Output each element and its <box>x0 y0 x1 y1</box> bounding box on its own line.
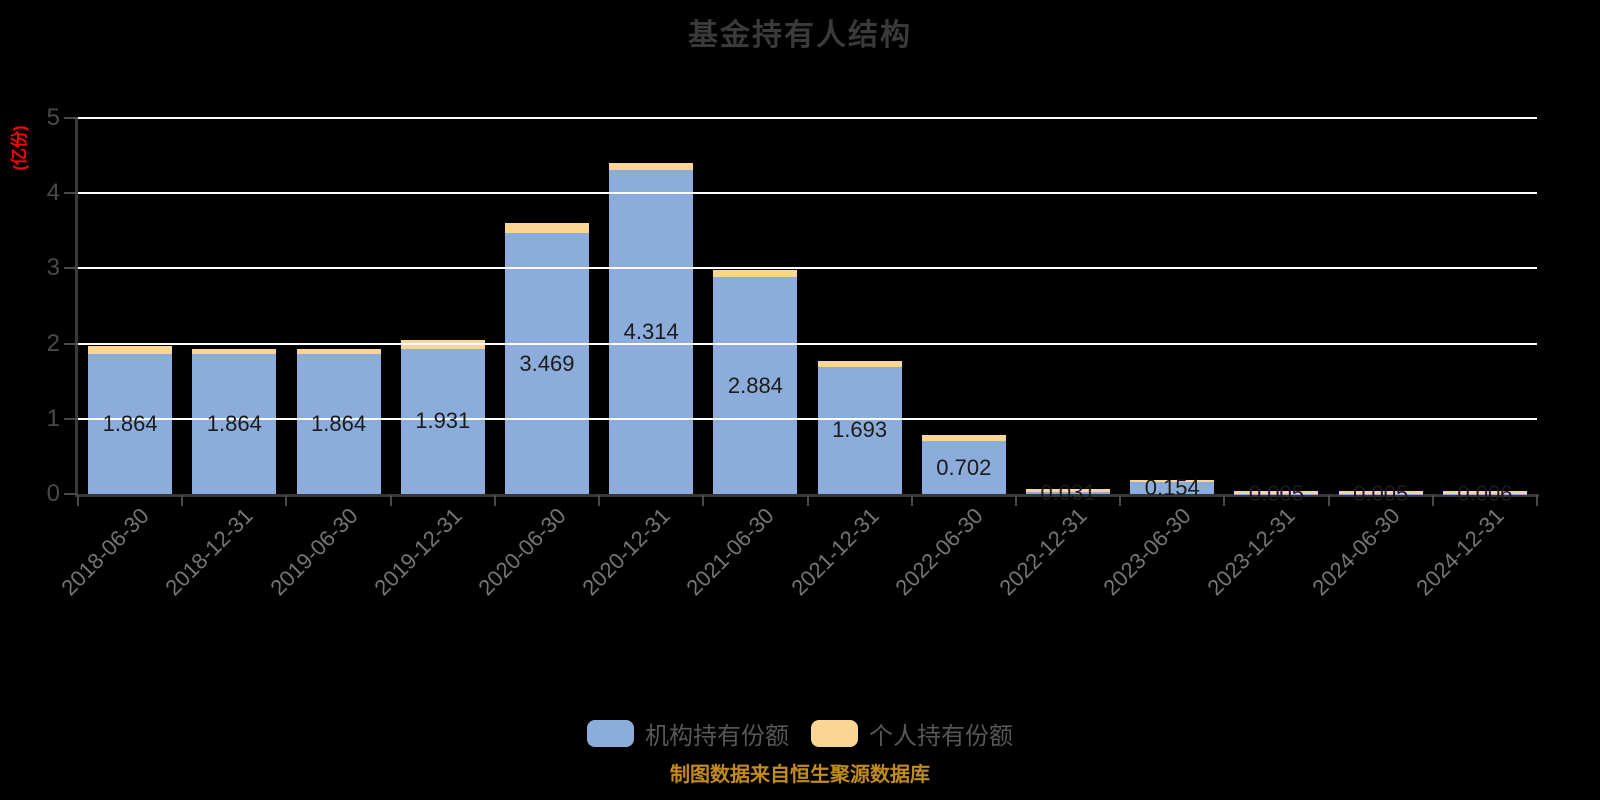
bar-value-label: 1.864 <box>102 410 158 436</box>
y-tick-label: 0 <box>46 480 60 507</box>
x-tick-mark <box>910 495 913 506</box>
bar-value-label: 0.005 <box>1353 480 1409 506</box>
bar-value-label: 0.031 <box>1040 479 1096 505</box>
bar-individual-segment <box>296 349 381 354</box>
x-tick-mark <box>598 495 601 506</box>
bar-value-label: 1.864 <box>311 410 367 436</box>
plot-area: 1.864 1.864 1.864 1.931 3.469 4.314 2.884 1.693… <box>78 117 1537 506</box>
bar-institutional-segment <box>713 277 798 494</box>
legend-swatch-institutional-icon <box>587 720 634 747</box>
legend-item-individual: 个人持有份额 <box>811 716 1013 751</box>
gridline <box>78 342 1537 345</box>
bar-individual-segment <box>1130 480 1215 483</box>
bar-individual-segment <box>504 223 589 234</box>
x-tick-mark <box>493 495 496 506</box>
x-tick-mark <box>1431 495 1434 506</box>
bar-value-label: 0.702 <box>936 454 992 480</box>
x-tick-mark <box>1223 495 1226 506</box>
bar-institutional-segment <box>1026 491 1111 494</box>
bar-institutional-segment <box>504 233 589 494</box>
x-tick-mark <box>77 495 79 506</box>
y-tick-mark <box>64 117 78 119</box>
y-tick-label: 3 <box>46 254 60 282</box>
bar-value-label: 0.005 <box>1248 480 1304 506</box>
x-tick-mark <box>806 495 809 506</box>
y-tick-mark <box>64 417 78 420</box>
bar-institutional-segment <box>1130 482 1215 494</box>
y-tick-mark <box>64 192 78 195</box>
bar-institutional-segment <box>296 353 381 494</box>
legend-label-individual: 个人持有份额 <box>869 723 1013 750</box>
bar-institutional-segment <box>88 353 173 494</box>
bar-individual-segment <box>1442 490 1527 494</box>
bar-individual-segment <box>1338 491 1423 494</box>
x-category-label: 2018-06-30 <box>56 503 154 601</box>
bar-individual-segment <box>1234 491 1319 494</box>
bar-institutional-segment <box>609 169 694 494</box>
x-tick-mark <box>389 495 392 506</box>
y-tick-label: 4 <box>46 179 60 207</box>
x-tick-mark <box>1327 495 1330 506</box>
bar-value-label: 3.469 <box>519 350 575 376</box>
chart-title: 基金持有人结构 <box>688 19 912 52</box>
bar-individual-segment <box>817 361 902 367</box>
bar-value-label: 1.864 <box>206 410 262 436</box>
x-tick-mark <box>1119 495 1122 506</box>
bar-individual-segment <box>1026 488 1111 492</box>
gridline <box>78 192 1537 195</box>
bar-individual-segment <box>88 346 173 354</box>
y-tick-mark <box>64 267 78 270</box>
y-tick-mark <box>64 342 78 345</box>
bar-individual-segment <box>921 435 1006 442</box>
bar-individual-segment <box>609 162 694 170</box>
legend-swatch-individual-icon <box>811 720 858 747</box>
x-tick-mark <box>1014 495 1017 506</box>
legend: 机构持有份额 个人持有份额 <box>0 716 1600 751</box>
y-axis-line <box>75 118 78 497</box>
y-tick-label: 2 <box>46 329 60 357</box>
bar-individual-segment <box>192 348 277 354</box>
bar-institutional-segment <box>192 353 277 494</box>
bar-individual-segment <box>713 270 798 278</box>
y-tick-mark <box>64 493 78 495</box>
bar-value-label: 2.884 <box>727 372 783 398</box>
bar-value-label: 1.931 <box>415 408 471 434</box>
gridline <box>78 117 1537 119</box>
bar-institutional-segment <box>817 366 902 494</box>
x-tick-mark <box>181 495 184 506</box>
bar-value-label: 1.693 <box>832 417 888 443</box>
bar-value-label: 0.006 <box>1457 480 1513 506</box>
y-tick-label: 1 <box>46 404 60 432</box>
legend-label-institutional: 机构持有份额 <box>645 723 789 750</box>
gridline <box>78 417 1537 420</box>
y-tick-label: 5 <box>46 104 60 131</box>
bar-institutional-segment <box>400 348 485 494</box>
bar-value-label: 4.314 <box>623 318 679 344</box>
gridline <box>78 267 1537 270</box>
bar-institutional-segment <box>921 441 1006 494</box>
bar-value-label: 0.154 <box>1144 475 1200 501</box>
x-tick-mark <box>285 495 288 506</box>
legend-item-institutional: 机构持有份额 <box>587 716 789 751</box>
x-tick-mark <box>702 495 705 506</box>
data-source-caption: 制图数据来自恒生聚源数据库 <box>670 764 930 786</box>
x-tick-mark <box>1536 495 1538 506</box>
